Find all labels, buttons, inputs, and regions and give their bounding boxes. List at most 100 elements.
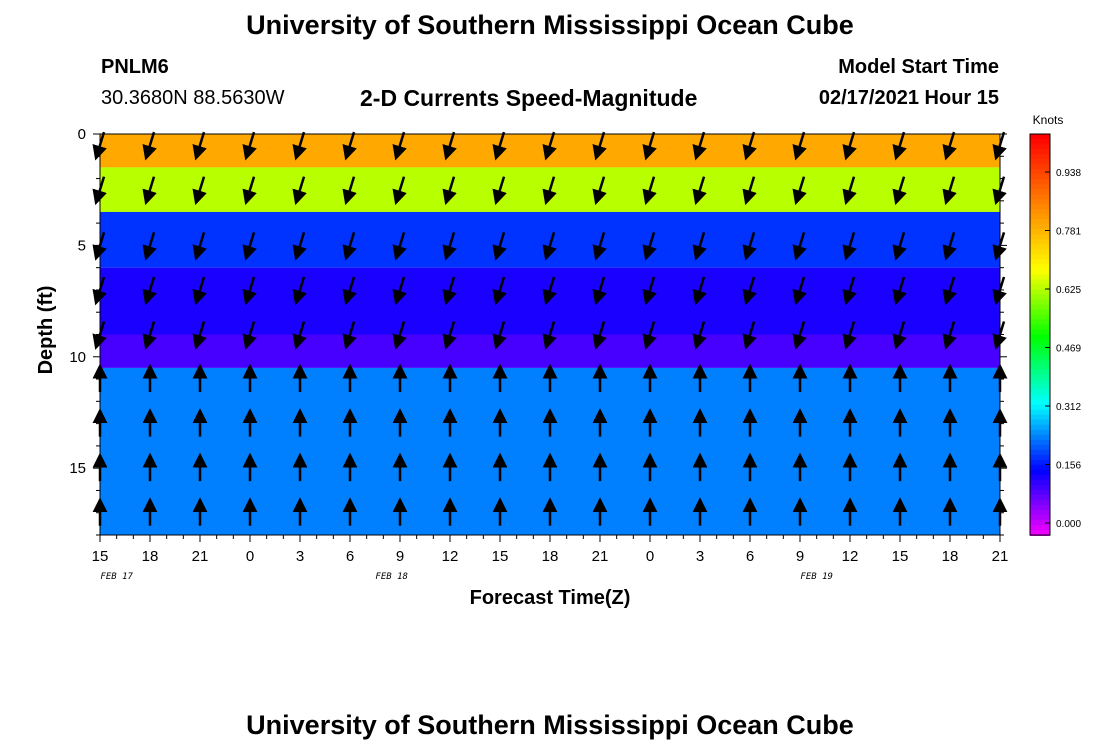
date-label: FEB 18 [375,572,408,582]
current-vector-arrow [292,321,307,350]
x-tick-label: 21 [992,548,1009,565]
x-tick-label: 21 [592,548,609,565]
colorbar-segment [1030,204,1050,211]
colorbar-segment [1030,169,1050,176]
colorbar-segment [1030,224,1050,231]
current-vector-arrow [442,321,457,350]
colorbar-segment [1030,144,1050,151]
heatmap-layer [100,334,1000,368]
colorbar-segment [1030,134,1050,141]
current-vector-arrow [892,321,907,350]
current-vector-arrow [292,131,307,161]
current-vector-arrow [592,232,607,261]
colorbar-segment [1030,439,1050,446]
current-vector-arrow [342,176,357,206]
station-id: PNLM6 [101,56,169,78]
colorbar-segment [1030,444,1050,451]
colorbar-segment [1030,474,1050,481]
current-vector-arrow [742,176,757,206]
current-vector-arrow [342,232,357,261]
colorbar-segment [1030,309,1050,316]
current-vector-arrow [542,276,557,306]
x-tick-label: 15 [492,548,509,565]
footer-title: University of Southern Mississippi Ocean… [246,710,854,740]
colorbar-tick-label: 0.000 [1056,519,1081,530]
x-tick-label: 3 [696,548,704,565]
current-vector-arrow [142,176,157,206]
current-vector-arrow [942,131,957,161]
colorbar-segment [1030,449,1050,456]
current-vectors [92,131,1008,526]
colorbar-segment [1030,509,1050,516]
current-vector-arrow [942,321,957,350]
colorbar-segment [1030,299,1050,306]
colorbar-tick-label: 0.938 [1056,168,1081,179]
colorbar-segment [1030,364,1050,371]
colorbar-frame [1029,133,1051,536]
colorbar-segment [1030,469,1050,476]
colorbar-segment [1030,284,1050,291]
colorbar-segment [1030,164,1050,171]
current-vector-arrow [692,131,707,161]
colorbar-tick-label: 0.469 [1056,344,1081,355]
x-tick-label: 0 [646,548,654,565]
colorbar-segment [1030,219,1050,226]
current-vector-arrow [942,232,957,261]
colorbar-tick-label: 0.625 [1056,285,1081,296]
colorbar-segment [1030,199,1050,206]
colorbar-segment [1030,184,1050,191]
x-axis-title: Forecast Time(Z) [470,587,631,609]
colorbar-segment [1030,244,1050,251]
current-vector-arrow [392,232,407,261]
colorbar-segment [1030,404,1050,411]
current-vector-arrow [242,276,257,306]
current-vector-arrow [142,232,157,261]
colorbar-segment [1030,399,1050,406]
model-start-value: 02/17/2021 Hour 15 [818,87,999,109]
colorbar-segment [1030,339,1050,346]
colorbar-segment [1030,229,1050,236]
current-vector-arrow [242,176,257,206]
current-vector-arrow [392,276,407,306]
colorbar-segment [1030,334,1050,341]
colorbar-segment [1030,484,1050,491]
current-vector-arrow [392,131,407,161]
current-vector-arrow [842,321,857,350]
current-vector-arrow [692,232,707,261]
current-vector-arrow [192,321,207,350]
current-vector-arrow [192,176,207,206]
colorbar-segment [1030,529,1050,536]
colorbar-segment [1030,274,1050,281]
colorbar-segment [1030,349,1050,356]
current-vector-arrow [442,232,457,261]
x-tick-label: 0 [246,548,254,565]
x-tick-label: 9 [396,548,404,565]
current-vector-arrow [142,321,157,350]
date-label: FEB 17 [100,572,133,582]
current-vector-arrow [242,232,257,261]
y-tick-label: 5 [78,237,86,254]
colorbar-segment [1030,149,1050,156]
current-vector-arrow [542,176,557,206]
x-tick-label: 12 [842,548,859,565]
current-vector-arrow [642,131,657,161]
current-vector-arrow [792,131,807,161]
current-vector-arrow [492,232,507,261]
x-tick-label: 3 [296,548,304,565]
x-tick-label: 12 [442,548,459,565]
current-vector-arrow [292,232,307,261]
current-vector-arrow [792,321,807,350]
colorbar-tick-label: 0.781 [1056,227,1081,238]
colorbar-segment [1030,324,1050,331]
colorbar-segment [1030,479,1050,486]
colorbar-segment [1030,354,1050,361]
colorbar-segment [1030,454,1050,461]
current-vector-arrow [592,176,607,206]
current-vector-arrow [242,131,257,161]
current-vector-arrow [442,131,457,161]
colorbar-segment [1030,489,1050,496]
current-vector-arrow [842,232,857,261]
current-vector-arrow [142,276,157,306]
colorbar-segment [1030,304,1050,311]
current-vector-arrow [792,176,807,206]
